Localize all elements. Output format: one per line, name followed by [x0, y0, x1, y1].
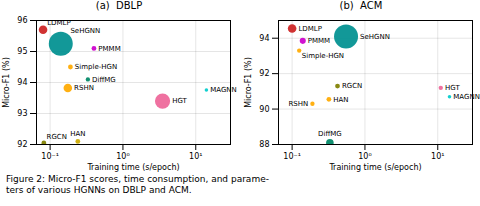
- svg-text:LDMLP: LDMLP: [47, 19, 70, 27]
- svg-text:SeHGNN: SeHGNN: [360, 33, 390, 41]
- svg-text:10¹: 10¹: [189, 152, 202, 161]
- svg-text:LDMLP: LDMLP: [298, 25, 321, 33]
- html-text:(a) DBLP: (a) DBLP: [95, 0, 143, 11]
- svg-text:10⁻¹: 10⁻¹: [41, 152, 59, 161]
- svg-text:Training time (s/epoch): Training time (s/epoch): [86, 163, 179, 172]
- svg-text:RSHN: RSHN: [288, 100, 308, 108]
- svg-text:Simple-HGN: Simple-HGN: [75, 63, 117, 71]
- svg-text:MAGNN: MAGNN: [210, 86, 237, 94]
- svg-text:92: 92: [259, 69, 269, 78]
- svg-text:95: 95: [17, 47, 27, 56]
- svg-text:96: 96: [17, 16, 27, 25]
- svg-text:DiffMG: DiffMG: [318, 130, 342, 138]
- svg-text:Training time (s/epoch): Training time (s/epoch): [328, 163, 421, 172]
- svg-text:Simple-HGN: Simple-HGN: [302, 52, 344, 60]
- svg-text:90: 90: [259, 105, 269, 114]
- svg-text:HGT: HGT: [445, 84, 460, 92]
- svg-text:94: 94: [259, 34, 269, 43]
- svg-text:DiffMG: DiffMG: [92, 76, 116, 84]
- svg-text:PMMM: PMMM: [98, 45, 120, 53]
- svg-text:88: 88: [259, 140, 269, 149]
- svg-text:HAN: HAN: [333, 96, 348, 104]
- html-text:Figure 2: Micro-F1 scores, tim: Figure 2: Micro-F1 scores, time consumpt…: [6, 174, 269, 195]
- svg-text:Micro-F1 (%): Micro-F1 (%): [2, 57, 11, 108]
- svg-text:SeHGNN: SeHGNN: [70, 27, 100, 35]
- svg-text:MAGNN: MAGNN: [453, 93, 480, 101]
- svg-text:HAN: HAN: [70, 130, 85, 138]
- svg-text:94: 94: [17, 78, 27, 87]
- svg-text:10⁰: 10⁰: [358, 152, 371, 161]
- svg-text:Micro-F1 (%): Micro-F1 (%): [244, 57, 253, 108]
- svg-text:RGCN: RGCN: [47, 133, 67, 141]
- svg-text:RSHN: RSHN: [74, 84, 94, 92]
- svg-text:10⁰: 10⁰: [116, 152, 129, 161]
- svg-text:HGT: HGT: [172, 97, 187, 105]
- svg-text:PMMM: PMMM: [308, 37, 330, 45]
- html-text:(b) ACM: (b) ACM: [339, 0, 383, 11]
- svg-text:93: 93: [17, 109, 27, 118]
- svg-text:92: 92: [17, 140, 27, 149]
- svg-text:RGCN: RGCN: [342, 82, 362, 90]
- svg-text:10¹: 10¹: [431, 152, 444, 161]
- svg-text:10⁻¹: 10⁻¹: [283, 152, 301, 161]
